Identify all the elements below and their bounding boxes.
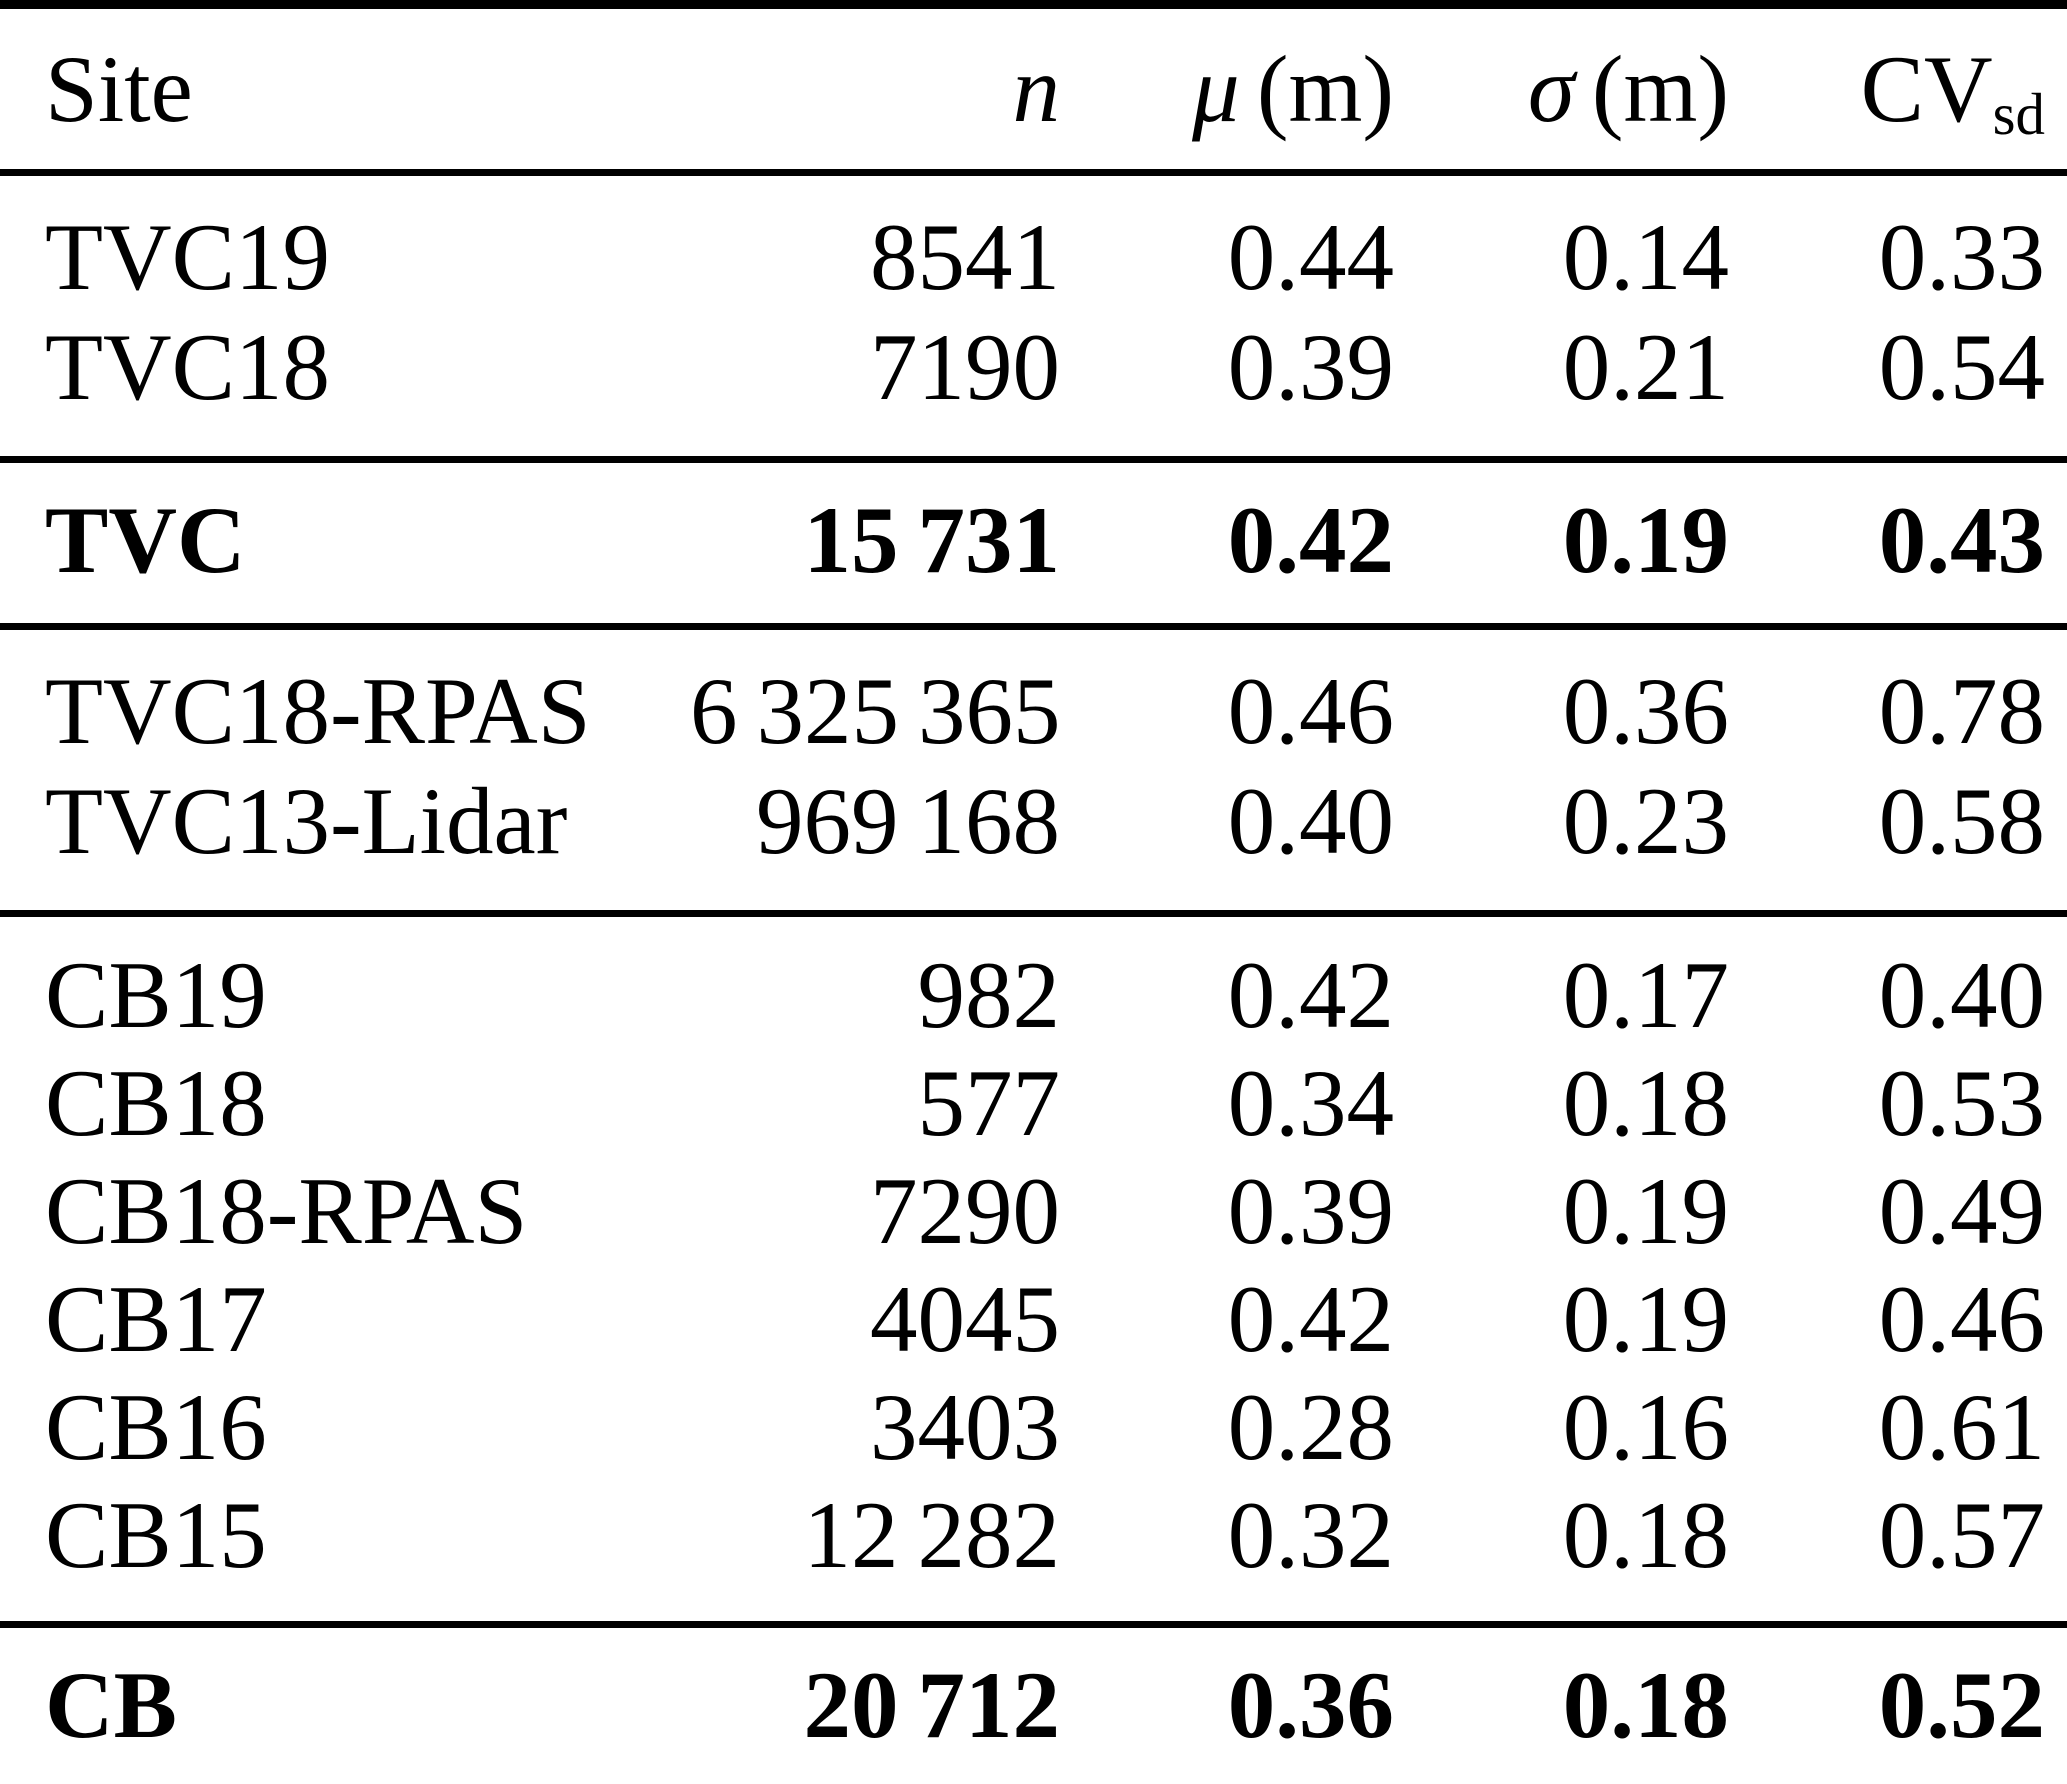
n-cell: 577 [917, 1050, 1061, 1156]
sigma-cell: 0.16 [1562, 1374, 1729, 1480]
table-row: TVC18-RPAS 6 325 365 0.46 0.36 0.78 [0, 656, 2067, 766]
group-rule [0, 1621, 2067, 1628]
mu-cell: 0.32 [1227, 1482, 1394, 1588]
cb-total-group: CB 20 712 0.36 0.18 0.52 [0, 1628, 2067, 1784]
header-rule [0, 169, 2067, 176]
site-cell: CB18-RPAS [45, 1158, 528, 1264]
table-row: TVC18 7190 0.39 0.21 0.54 [0, 312, 2067, 422]
cv-cell: 0.49 [1878, 1158, 2045, 1264]
site-cell: CB17 [45, 1266, 267, 1372]
table-row: TVC19 8541 0.44 0.14 0.33 [0, 202, 2067, 312]
site-cell: CB15 [45, 1482, 267, 1588]
cv-cell: 0.53 [1878, 1050, 2045, 1156]
site-cell: CB16 [45, 1374, 267, 1480]
cv-cell: 0.52 [1878, 1652, 2045, 1758]
header-site: Site [45, 36, 193, 142]
sigma-cell: 0.19 [1562, 487, 1729, 593]
top-rule [0, 0, 2067, 9]
n-cell: 969 168 [755, 768, 1060, 874]
site-cell: CB18 [45, 1050, 267, 1156]
group-rule [0, 910, 2067, 917]
n-cell: 12 282 [803, 1482, 1060, 1588]
mu-cell: 0.40 [1227, 768, 1394, 874]
cv-cell: 0.43 [1878, 487, 2045, 593]
n-cell: 15 731 [803, 487, 1060, 593]
sigma-cell: 0.19 [1562, 1158, 1729, 1264]
tvc-years-group: TVC19 8541 0.44 0.14 0.33 TVC18 7190 0.3… [0, 176, 2067, 456]
mu-symbol: μ [1192, 36, 1240, 142]
n-cell: 982 [917, 942, 1061, 1048]
cv-cell: 0.61 [1878, 1374, 2045, 1480]
sigma-cell: 0.14 [1562, 204, 1729, 310]
sigma-cell: 0.19 [1562, 1266, 1729, 1372]
cv-label: CV [1860, 36, 1993, 142]
mu-cell: 0.39 [1227, 314, 1394, 420]
sigma-cell: 0.36 [1562, 658, 1729, 764]
header-cv: CVsd [1729, 9, 2067, 169]
table-row: CB18-RPAS 7290 0.39 0.19 0.49 [0, 1157, 2067, 1265]
cv-cell: 0.54 [1878, 314, 2045, 420]
mu-cell: 0.42 [1227, 942, 1394, 1048]
group-rule [0, 456, 2067, 463]
tvc-highres-group: TVC18-RPAS 6 325 365 0.46 0.36 0.78 TVC1… [0, 630, 2067, 910]
table-row: CB19 982 0.42 0.17 0.40 [0, 941, 2067, 1049]
n-cell: 3403 [870, 1374, 1060, 1480]
mu-cell: 0.44 [1227, 204, 1394, 310]
table-row-total: TVC 15 731 0.42 0.19 0.43 [0, 485, 2067, 595]
n-cell: 7190 [870, 314, 1060, 420]
mu-cell: 0.42 [1227, 1266, 1394, 1372]
site-cell: TVC18 [45, 314, 330, 420]
mu-cell: 0.46 [1227, 658, 1394, 764]
cv-subscript: sd [1992, 81, 2045, 147]
site-cell: TVC19 [45, 204, 330, 310]
header-sigma: σ (m) [1394, 9, 1729, 169]
sigma-cell: 0.17 [1562, 942, 1729, 1048]
mu-cell: 0.28 [1227, 1374, 1394, 1480]
cv-cell: 0.40 [1878, 942, 2045, 1048]
group-rule [0, 623, 2067, 630]
sigma-cell: 0.18 [1562, 1050, 1729, 1156]
mu-cell: 0.36 [1227, 1652, 1394, 1758]
header-n: n [1012, 36, 1061, 142]
n-cell: 6 325 365 [690, 658, 1061, 764]
cv-cell: 0.57 [1878, 1482, 2045, 1588]
site-cell: CB19 [45, 942, 267, 1048]
table-row: CB15 12 282 0.32 0.18 0.57 [0, 1481, 2067, 1589]
cv-cell: 0.58 [1878, 768, 2045, 874]
mu-cell: 0.34 [1227, 1050, 1394, 1156]
header-mu-unit: (m) [1256, 36, 1394, 142]
sigma-cell: 0.18 [1562, 1652, 1729, 1758]
table-row: TVC13-Lidar 969 168 0.40 0.23 0.58 [0, 766, 2067, 876]
table-header-row: Site n μ (m) σ (m) CVsd [0, 9, 2067, 169]
table-row-total: CB 20 712 0.36 0.18 0.52 [0, 1650, 2067, 1760]
site-cell: TVC18-RPAS [45, 658, 591, 764]
mu-cell: 0.39 [1227, 1158, 1394, 1264]
sigma-cell: 0.18 [1562, 1482, 1729, 1588]
cb-years-group: CB19 982 0.42 0.17 0.40 CB18 577 0.34 0.… [0, 917, 2067, 1621]
n-cell: 20 712 [803, 1652, 1060, 1758]
header-sigma-unit: (m) [1591, 36, 1729, 142]
sigma-cell: 0.21 [1562, 314, 1729, 420]
cv-cell: 0.33 [1878, 204, 2045, 310]
cv-cell: 0.46 [1878, 1266, 2045, 1372]
cv-cell: 0.78 [1878, 658, 2045, 764]
sigma-cell: 0.23 [1562, 768, 1729, 874]
sigma-symbol: σ [1527, 36, 1575, 142]
n-cell: 8541 [870, 204, 1060, 310]
header-mu: μ (m) [1060, 9, 1394, 169]
table-row: CB17 4045 0.42 0.19 0.46 [0, 1265, 2067, 1373]
tvc-total-group: TVC 15 731 0.42 0.19 0.43 [0, 463, 2067, 623]
n-cell: 4045 [870, 1266, 1060, 1372]
table-row: CB16 3403 0.28 0.16 0.61 [0, 1373, 2067, 1481]
mu-cell: 0.42 [1227, 487, 1394, 593]
site-cell: TVC [45, 487, 246, 593]
site-cell: TVC13-Lidar [45, 768, 568, 874]
n-cell: 7290 [870, 1158, 1060, 1264]
table-row: CB18 577 0.34 0.18 0.53 [0, 1049, 2067, 1157]
site-cell: CB [45, 1652, 177, 1758]
